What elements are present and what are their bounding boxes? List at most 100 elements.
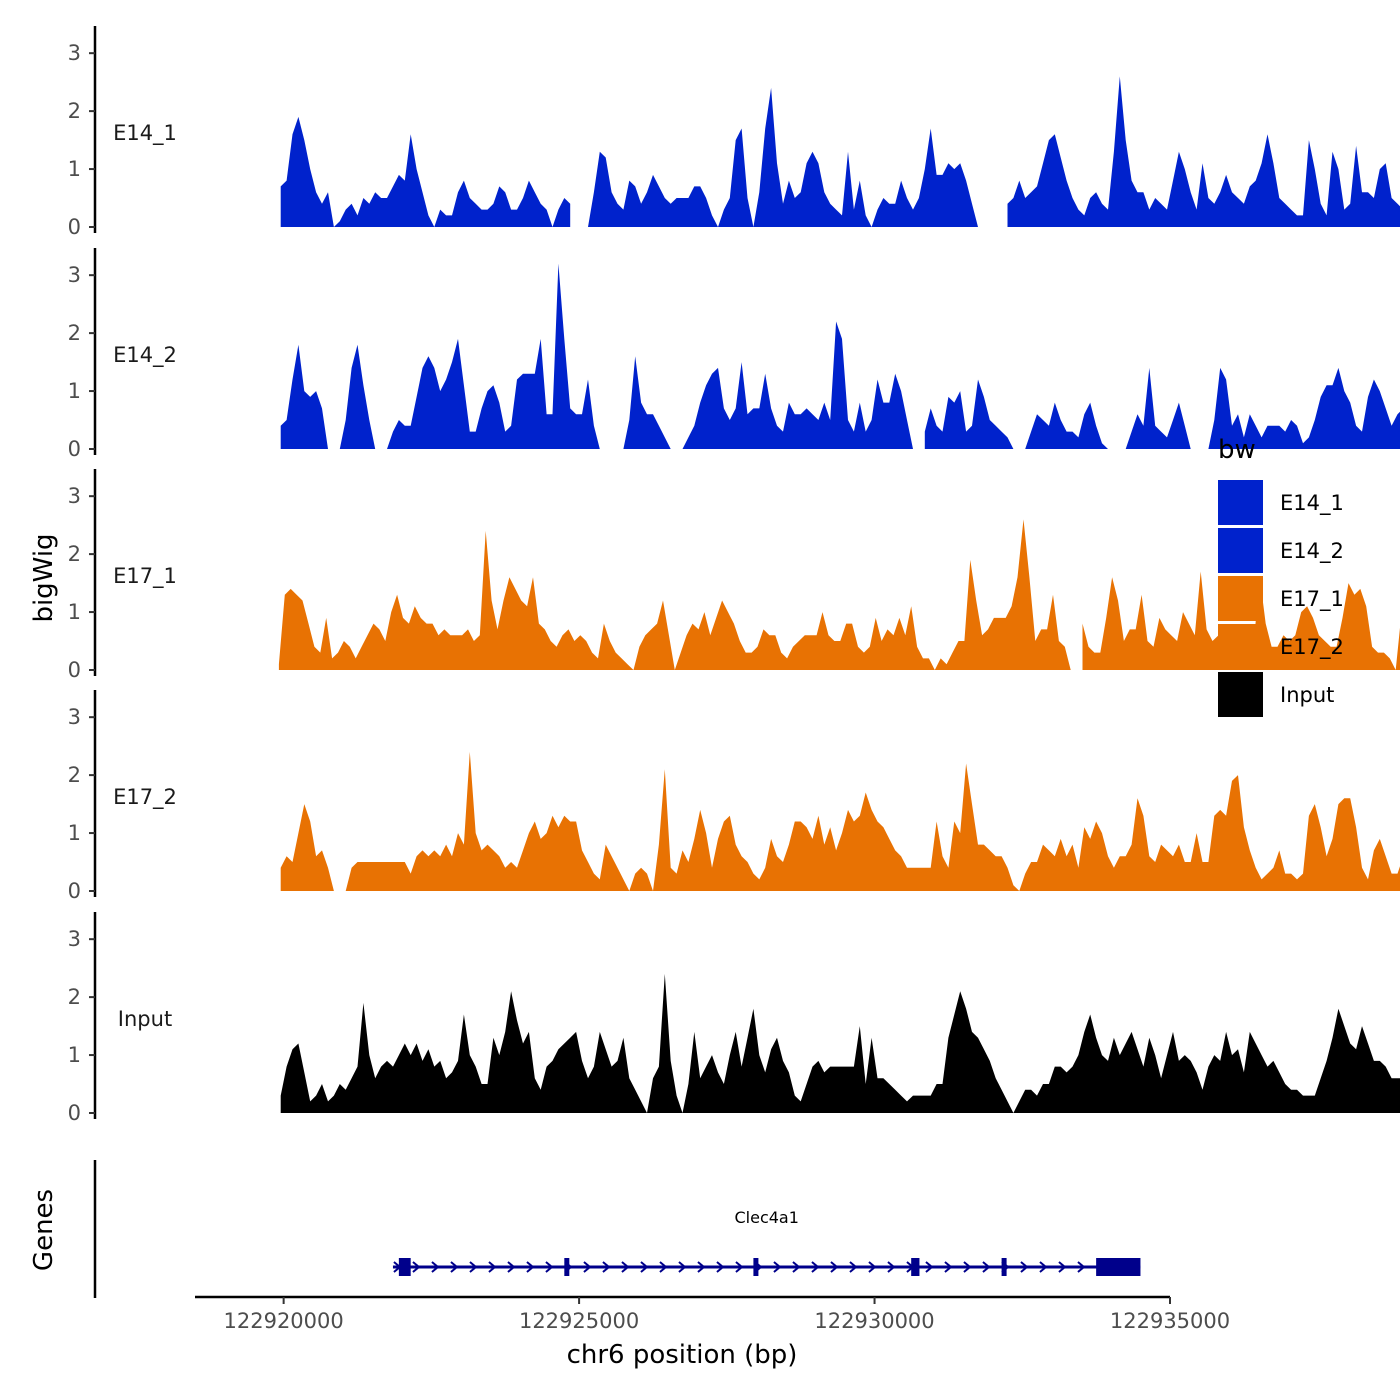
area-e14-2 — [924, 379, 1014, 449]
strand-arrow-icon — [621, 1261, 630, 1273]
strand-arrow-icon — [1020, 1261, 1029, 1273]
y-tick-label: 3 — [68, 41, 81, 65]
gene-exon — [564, 1258, 570, 1276]
y-tick-label: 1 — [68, 379, 81, 403]
y-tick-label: 0 — [68, 879, 81, 903]
track-e14-2: 0 1 2 3 E14_2 — [68, 248, 1400, 461]
track-e17-1: 0 1 2 3 E17_1 — [68, 469, 1400, 682]
area-e14-2 — [682, 321, 913, 449]
area-e14-2 — [623, 356, 671, 449]
x-tick-label: 122935000 — [1110, 1309, 1230, 1333]
genes-axis-title: Genes — [29, 1189, 59, 1271]
strand-arrow-icon — [545, 1261, 554, 1273]
area-e14-2 — [1025, 402, 1108, 449]
legend-label-e14-2: E14_2 — [1280, 539, 1344, 564]
legend-swatch-input — [1218, 672, 1263, 717]
strand-arrow-icon — [963, 1261, 972, 1273]
y-tick-label: 1 — [68, 157, 81, 181]
area-e17-2 — [345, 751, 1400, 891]
y-tick-label: 3 — [68, 484, 81, 508]
signal-tracks: 0 1 2 3 E14_1 0 1 2 3 E14_2 0 1 2 3 E17_1 0 1 2 3 E17_2 0 1 2 3… — [68, 26, 1400, 1125]
track-input: 0 1 2 3 Input — [68, 912, 1400, 1125]
area-e14-2 — [339, 344, 376, 449]
track-label-e14-1: E14_1 — [113, 121, 177, 146]
area-e14-2 — [1208, 367, 1400, 449]
strand-arrow-icon — [716, 1261, 725, 1273]
gene-exon — [911, 1258, 920, 1276]
y-tick-label: 0 — [68, 658, 81, 682]
x-tick-label: 122925000 — [519, 1309, 639, 1333]
strand-arrow-icon — [412, 1261, 421, 1273]
x-tick-label: 122930000 — [814, 1309, 934, 1333]
legend-title: bw — [1218, 435, 1256, 465]
y-tick-label: 1 — [68, 600, 81, 624]
strand-arrow-icon — [830, 1261, 839, 1273]
strand-arrow-icon — [488, 1261, 497, 1273]
track-e14-1: 0 1 2 3 E14_1 — [68, 26, 1400, 239]
y-tick-label: 2 — [68, 99, 81, 123]
track-label-e14-2: E14_2 — [113, 343, 177, 368]
y-tick-label: 0 — [68, 215, 81, 239]
legend-swatch-e14-2 — [1218, 528, 1263, 573]
strand-arrow-icon — [1058, 1261, 1067, 1273]
y-tick-label: 1 — [68, 1043, 81, 1067]
strand-arrow-icon — [678, 1261, 687, 1273]
strand-arrow-icon — [507, 1261, 516, 1273]
y-tick-label: 0 — [68, 1101, 81, 1125]
strand-arrow-icon — [659, 1261, 668, 1273]
strand-arrow-icon — [602, 1261, 611, 1273]
area-e14-1 — [1007, 76, 1400, 227]
strand-arrow-icon — [868, 1261, 877, 1273]
track-label-e17-2: E17_2 — [113, 785, 177, 810]
legend-label-e17-2: E17_2 — [1280, 635, 1344, 660]
y-tick-label: 3 — [68, 705, 81, 729]
strand-arrow-icon — [431, 1261, 440, 1273]
x-tick-label: 122920000 — [224, 1309, 344, 1333]
strand-arrow-icon — [526, 1261, 535, 1273]
strand-arrow-icon — [982, 1261, 991, 1273]
x-axis: 122920000 122925000 122930000 122935000 — [195, 1295, 1230, 1333]
strand-arrow-icon — [1077, 1261, 1086, 1273]
y-axis-title: bigWig — [29, 533, 59, 622]
y-tick-label: 2 — [68, 321, 81, 345]
strand-arrow-icon — [773, 1261, 782, 1273]
area-e17-2 — [280, 804, 334, 891]
y-tick-label: 2 — [68, 763, 81, 787]
strand-arrow-icon — [469, 1261, 478, 1273]
gene-exon — [753, 1258, 759, 1276]
strand-arrow-icon — [849, 1261, 858, 1273]
track-label-e17-1: E17_1 — [113, 564, 177, 589]
strand-arrow-icon — [1039, 1261, 1048, 1273]
y-tick-label: 2 — [68, 985, 81, 1009]
area-e14-2 — [387, 263, 600, 449]
track-label-input: Input — [118, 1007, 172, 1031]
legend-swatch-e14-1 — [1218, 480, 1263, 525]
area-e17-1 — [278, 519, 1071, 670]
strand-arrow-icon — [792, 1261, 801, 1273]
gene-label: Clec4a1 — [734, 1208, 798, 1227]
legend-swatch-e17-2 — [1218, 624, 1263, 669]
gene-exon — [398, 1258, 411, 1276]
area-e14-2 — [1125, 367, 1191, 449]
area-e14-2 — [280, 344, 328, 449]
legend-swatch-e17-1 — [1218, 576, 1263, 621]
y-tick-label: 3 — [68, 927, 81, 951]
y-tick-label: 3 — [68, 263, 81, 287]
strand-arrow-icon — [640, 1261, 649, 1273]
legend-label-input: Input — [1280, 683, 1334, 707]
genes-track: Clec4a1 — [93, 1160, 1141, 1298]
area-e14-1 — [280, 116, 571, 227]
legend-label-e14-1: E14_1 — [1280, 491, 1344, 516]
y-tick-label: 2 — [68, 542, 81, 566]
strand-arrow-icon — [925, 1261, 934, 1273]
area-e17-1 — [1082, 571, 1400, 670]
strand-arrow-icon — [887, 1261, 896, 1273]
area-input — [280, 973, 1400, 1113]
area-e14-1 — [588, 87, 978, 228]
strand-arrow-icon — [697, 1261, 706, 1273]
y-tick-label: 1 — [68, 821, 81, 845]
strand-arrow-icon — [583, 1261, 592, 1273]
strand-arrow-icon — [735, 1261, 744, 1273]
gene-exon — [1096, 1258, 1141, 1276]
